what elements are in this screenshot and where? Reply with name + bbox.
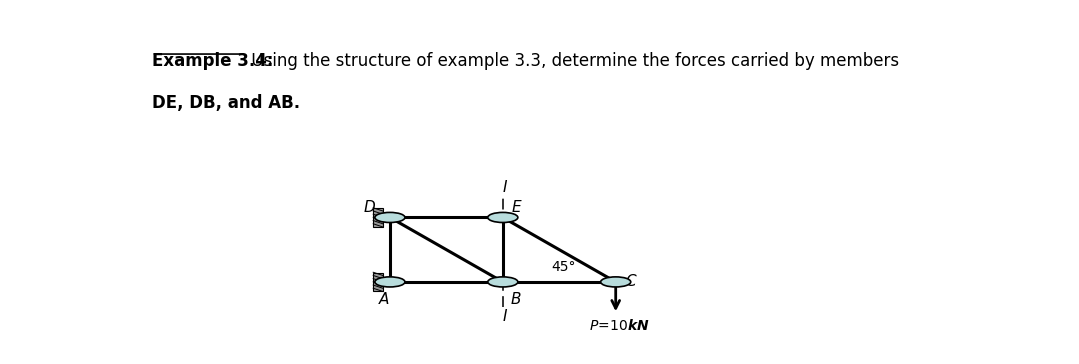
Text: Using the structure of example 3.3, determine the forces carried by members: Using the structure of example 3.3, dete… [246,52,899,70]
Text: B: B [510,292,521,307]
Text: C: C [625,274,636,289]
Text: A: A [379,292,390,307]
Text: Example 3.4:: Example 3.4: [151,52,273,70]
Bar [373,273,383,291]
Text: 45°: 45° [551,260,576,273]
Circle shape [374,277,405,287]
Text: $P\!=\!10$kN: $P\!=\!10$kN [589,318,651,333]
Circle shape [488,213,518,222]
Circle shape [488,277,518,287]
Circle shape [601,277,631,287]
Bar [373,208,383,226]
Text: DE, DB, and AB.: DE, DB, and AB. [151,94,300,112]
Text: E: E [513,200,521,215]
Text: I: I [503,180,507,195]
Text: D: D [364,200,375,215]
Text: I: I [503,309,507,324]
Circle shape [374,213,405,222]
